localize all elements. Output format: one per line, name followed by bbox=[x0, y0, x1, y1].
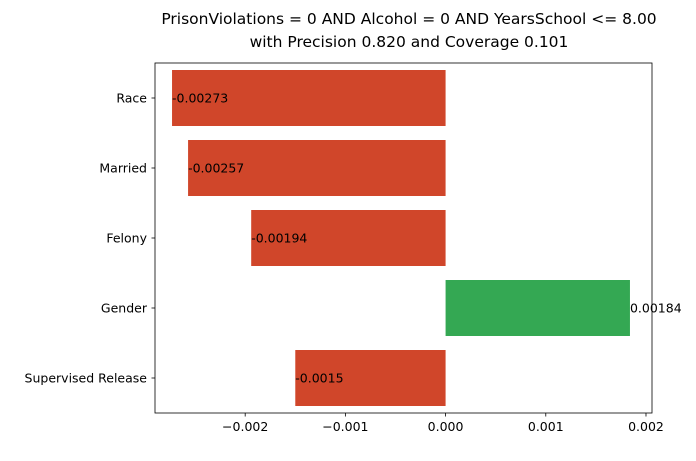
plot-frame bbox=[154, 62, 653, 414]
x-tick-label: −0.002 bbox=[222, 419, 268, 434]
x-tick-label: 0.002 bbox=[628, 419, 664, 434]
x-tick-label: 0.001 bbox=[528, 419, 564, 434]
bars-layer bbox=[172, 70, 630, 406]
x-tick-label: −0.001 bbox=[322, 419, 368, 434]
data-label: -0.00273 bbox=[172, 91, 228, 106]
y-tick-label: Supervised Release bbox=[25, 371, 148, 386]
bar-race bbox=[172, 70, 446, 126]
x-tick-label: 0.000 bbox=[428, 419, 464, 434]
data-label: -0.00194 bbox=[251, 231, 307, 246]
data-label: 0.00184 bbox=[630, 301, 682, 316]
y-tick-label: Felony bbox=[106, 231, 147, 246]
bar-gender bbox=[445, 280, 630, 336]
data-label: -0.00257 bbox=[188, 161, 244, 176]
bar-felony bbox=[251, 210, 446, 266]
chart-title: PrisonViolations = 0 AND Alcohol = 0 AND… bbox=[161, 10, 656, 28]
y-tick-label: Married bbox=[99, 161, 147, 176]
data-label: -0.0015 bbox=[295, 371, 343, 386]
y-tick-label: Race bbox=[116, 91, 147, 106]
chart-subtitle: with Precision 0.820 and Coverage 0.101 bbox=[250, 33, 569, 51]
axes-layer: Race Married Felony Gender Supervised Releas… bbox=[25, 62, 664, 434]
data-labels-layer: -0.00273 -0.00257 -0.00194 0.00184 -0.0015 bbox=[172, 91, 682, 386]
bar-supervised-release bbox=[295, 350, 446, 406]
y-tick-label: Gender bbox=[101, 301, 148, 316]
bar-married bbox=[188, 140, 446, 196]
